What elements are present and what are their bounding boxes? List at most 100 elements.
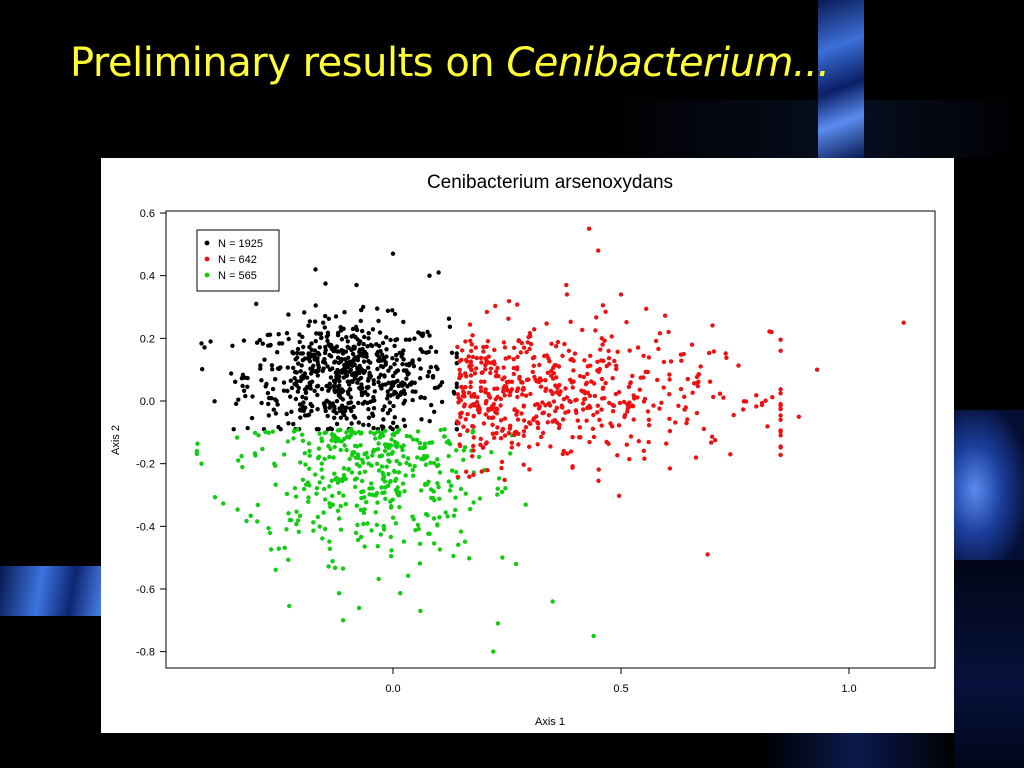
data-point-red [635,395,640,400]
data-point-black [449,350,455,355]
data-point-green [446,438,451,444]
data-point-green [195,441,200,446]
data-point-black [298,351,303,356]
data-point-red [621,399,627,405]
data-point-green [301,486,307,492]
data-point-black [336,393,341,398]
data-point-green [410,467,415,473]
data-point-green [345,434,350,439]
data-point-black [243,393,248,399]
data-point-green [284,491,290,497]
data-point-black [321,320,326,325]
data-point-green [404,433,409,439]
data-point-red [572,351,578,356]
data-point-black [394,352,399,358]
data-point-red [610,409,616,414]
data-point-black [295,346,301,352]
data-point-black [351,404,356,410]
data-point-green [266,430,271,435]
data-point-black [259,400,264,406]
data-point-black [290,349,295,355]
data-point-red [608,421,613,426]
data-point-red [479,360,484,365]
data-point-green [419,488,424,493]
data-point-black [366,336,371,341]
data-point-black [317,352,322,357]
data-point-red [499,465,504,471]
data-point-red [523,393,529,398]
data-point-green [434,463,440,469]
legend: N = 1925 N = 642 N = 565 [196,229,280,292]
data-point-red [499,459,505,465]
data-point-black [258,366,263,371]
data-point-red [609,334,614,339]
data-point-red [501,365,506,370]
data-point-black [376,318,381,324]
data-point-red [763,398,768,403]
data-point-red [587,439,592,445]
data-point-black [323,313,328,319]
data-point-red [778,413,783,418]
data-point-red [600,342,605,347]
data-point-red [509,445,514,450]
data-point-red [667,377,672,382]
data-point-green [327,546,333,551]
data-point-red [470,354,476,360]
data-point-black [427,273,432,278]
data-point-black [375,349,381,355]
y-tick-label: 0.0 [140,396,155,408]
data-point-green [445,514,450,519]
data-point-green [435,457,440,462]
data-point-green [500,555,505,560]
data-point-black [390,373,396,379]
data-point-green [404,460,409,466]
data-point-red [591,381,597,386]
data-point-red [474,355,479,361]
data-point-red [600,303,606,308]
data-point-red [461,389,466,394]
data-point-black [422,395,427,401]
data-point-red [705,552,710,557]
data-point-black [350,351,356,357]
data-point-black [289,409,294,414]
data-point-red [469,363,474,368]
data-point-red [486,415,491,420]
data-point-green [443,510,448,515]
data-point-green [491,649,496,654]
data-point-black [281,380,287,385]
data-point-green [380,490,385,496]
data-point-green [390,515,396,520]
data-point-green [413,527,418,533]
data-point-black [371,406,377,411]
data-point-black [266,413,271,418]
data-point-red [554,405,560,410]
data-point-red [603,380,608,386]
data-point-red [723,351,728,356]
data-point-black [322,325,327,330]
data-point-black [337,378,342,384]
data-point-green [422,453,427,459]
data-point-black [370,411,375,416]
data-point-red [641,353,646,358]
data-point-black [428,345,434,350]
data-point-red [470,333,475,338]
data-point-green [437,470,443,475]
data-point-green [299,432,305,437]
data-point-red [457,432,463,438]
data-point-red [627,348,632,353]
data-point-green [253,453,258,458]
data-point-black [354,282,359,288]
data-point-red [626,384,632,390]
data-point-green [316,455,321,461]
data-point-green [380,431,385,437]
data-point-black [269,396,274,401]
data-point-green [394,444,399,449]
data-point-green [282,452,287,457]
data-point-black [346,401,351,406]
data-point-red [659,400,664,405]
data-point-red [636,439,641,444]
data-point-green [377,454,382,459]
data-point-red [521,385,526,391]
data-point-red [592,393,598,399]
x-tick-label: 0.5 [613,683,628,695]
